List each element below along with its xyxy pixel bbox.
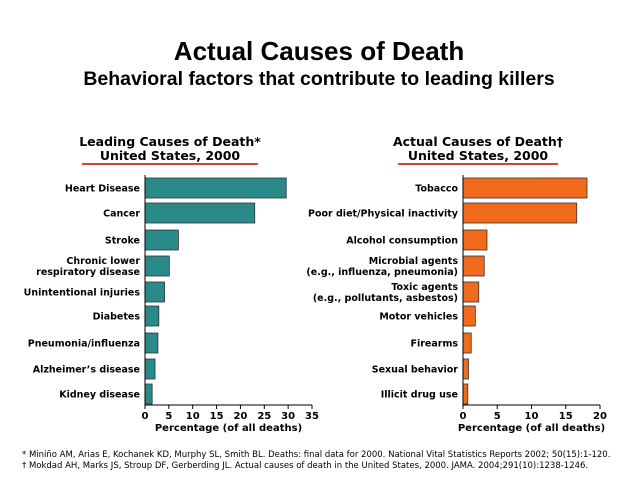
- right-category-label: Alcohol consumption: [346, 236, 458, 247]
- left-x-tick-label: 0: [142, 411, 149, 422]
- right-bar: [462, 177, 588, 199]
- left-bar: [144, 305, 160, 327]
- right-bar: [462, 229, 488, 251]
- left-bar: [144, 202, 256, 224]
- right-bar: [462, 305, 476, 327]
- left-category-label: Heart Disease: [65, 184, 140, 195]
- left-category-label: Kidney disease: [59, 390, 140, 401]
- left-x-tick-label: 5: [165, 411, 172, 422]
- left-bar: [144, 332, 159, 354]
- left-category-label: Alzheimer’s disease: [33, 365, 140, 376]
- right-bar: [462, 383, 469, 405]
- footnote-2: † Mokdad AH, Marks JS, Stroup DF, Gerber…: [22, 461, 589, 471]
- left-bar: [144, 177, 287, 199]
- right-x-axis-label: Percentage (of all deaths): [458, 423, 605, 434]
- right-x-tick-label: 20: [593, 411, 607, 422]
- right-x-tick-label: 0: [460, 411, 467, 422]
- right-x-tick-label: 10: [525, 411, 539, 422]
- right-category-label: Sexual behavior: [372, 365, 459, 376]
- right-chart-title: Actual Causes of Death†: [393, 134, 563, 149]
- left-x-tick-label: 25: [257, 411, 271, 422]
- right-category-label: (e.g., influenza, pneumonia): [306, 267, 458, 278]
- right-bar: [462, 202, 578, 224]
- left-category-label: Diabetes: [93, 312, 141, 323]
- left-bar: [144, 383, 153, 405]
- left-x-tick-label: 10: [186, 411, 200, 422]
- left-category-label: Stroke: [105, 236, 140, 247]
- left-bar: [144, 358, 156, 380]
- right-category-label: Poor diet/Physical inactivity: [308, 209, 459, 220]
- left-x-axis-label: Percentage (of all deaths): [155, 423, 302, 434]
- right-category-label: Illicit drug use: [381, 390, 458, 401]
- right-category-label: Toxic agents: [391, 282, 458, 293]
- right-bar: [462, 255, 485, 277]
- left-chart-title: Leading Causes of Death*: [79, 134, 261, 149]
- right-category-label: (e.g., pollutants, asbestos): [313, 293, 458, 304]
- right-x-tick-label: 15: [559, 411, 573, 422]
- left-bar: [144, 229, 179, 251]
- left-category-label: Unintentional injuries: [24, 288, 141, 299]
- right-bar: [462, 332, 472, 354]
- right-category-label: Microbial agents: [369, 256, 459, 267]
- left-x-tick-label: 35: [305, 411, 319, 422]
- right-category-label: Motor vehicles: [379, 312, 458, 323]
- left-x-tick-label: 30: [281, 411, 295, 422]
- left-bar: [144, 281, 165, 303]
- left-x-tick-label: 20: [233, 411, 247, 422]
- right-category-label: Tobacco: [415, 184, 458, 195]
- left-category-label: Cancer: [103, 209, 140, 220]
- right-chart-subtitle: United States, 2000: [408, 148, 549, 163]
- left-category-label: Chronic lower: [66, 256, 140, 267]
- footnote-1: * Miniño AM, Arias E, Kochanek KD, Murph…: [22, 450, 611, 460]
- right-bar: [462, 281, 480, 303]
- right-bar: [462, 358, 469, 380]
- left-category-label: respiratory disease: [36, 267, 140, 278]
- left-chart-subtitle: United States, 2000: [100, 148, 241, 163]
- right-x-tick-label: 5: [494, 411, 501, 422]
- left-category-label: Pneumonia/influenza: [28, 339, 140, 350]
- page-title: Actual Causes of Death: [173, 36, 465, 66]
- left-bar: [144, 255, 170, 277]
- left-x-tick-label: 15: [210, 411, 224, 422]
- page-subtitle: Behavioral factors that contribute to le…: [83, 68, 555, 90]
- right-category-label: Firearms: [410, 339, 458, 350]
